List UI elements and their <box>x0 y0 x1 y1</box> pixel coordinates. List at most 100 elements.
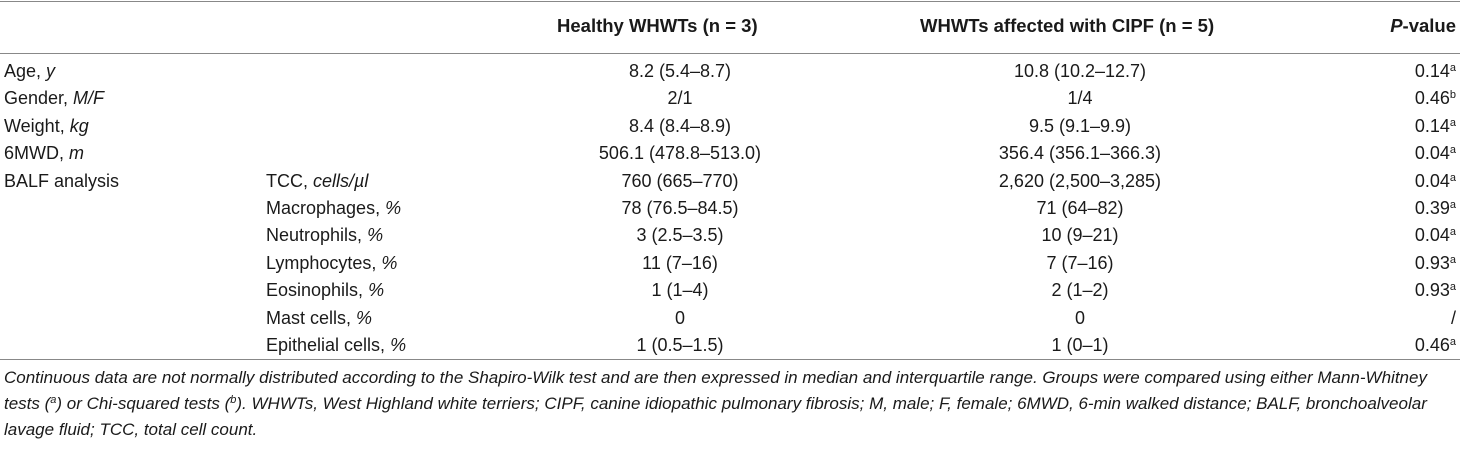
cell-cipf: 0 <box>870 305 1290 332</box>
cell-healthy-value: 506.1 (478.8–513.0) <box>598 143 762 164</box>
cell-healthy-value: 11 (7–16) <box>642 252 718 273</box>
row-sublabel-text: Epithelial cells, <box>266 334 391 355</box>
cell-cipf: 10.8 (10.2–12.7) <box>870 58 1290 85</box>
table-body: Age, y 8.2 (5.4–8.7) 10.8 (10.2–12.7) 0.14a… <box>0 58 1460 359</box>
row-sublabel-text: Neutrophils, <box>266 225 368 246</box>
header-rule <box>0 53 1460 54</box>
row-sublabel: TCC, cells/µl <box>266 168 368 195</box>
cell-pvalue: 0.46a <box>1415 332 1456 359</box>
row-sublabel-unit: % <box>381 252 398 273</box>
cell-cipf-value: 356.4 (356.1–366.3) <box>998 143 1162 164</box>
cell-cipf: 10 (9–21) <box>870 222 1290 249</box>
cell-pvalue: 0.14a <box>1415 58 1456 85</box>
row-sublabel: Macrophages, % <box>266 195 401 222</box>
cell-healthy: 760 (665–770) <box>490 168 870 195</box>
row-label-text: 6MWD, <box>4 143 69 164</box>
cell-healthy: 11 (7–16) <box>490 250 870 277</box>
cell-healthy-value: 1 (1–4) <box>651 280 709 301</box>
row-sublabel-unit: % <box>356 307 373 328</box>
cell-pvalue-value: 0.39 <box>1414 197 1450 218</box>
cell-cipf: 71 (64–82) <box>870 195 1290 222</box>
table-row: Neutrophils, % 3 (2.5–3.5) 10 (9–21) 0.04a <box>0 222 1460 249</box>
cell-healthy: 3 (2.5–3.5) <box>490 222 870 249</box>
cell-healthy-value: 8.2 (5.4–8.7) <box>628 61 732 81</box>
row-label-unit: y <box>46 61 56 81</box>
row-sublabel: Epithelial cells, % <box>266 332 406 359</box>
cell-pvalue-sup: a <box>1449 62 1456 74</box>
footnote-sup-a: a <box>50 394 57 406</box>
cell-pvalue-value: 0.04 <box>1414 170 1450 191</box>
cell-cipf: 1 (0–1) <box>870 332 1290 359</box>
cell-pvalue: 0.93a <box>1415 277 1456 304</box>
row-sublabel-text: Lymphocytes, <box>266 252 382 273</box>
cell-healthy-value: 2/1 <box>667 88 693 109</box>
row-sublabel-unit: % <box>367 225 384 246</box>
footnote-part1: Continuous data are not normally distrib… <box>4 368 1427 413</box>
cell-healthy-value: 78 (76.5–84.5) <box>621 197 739 218</box>
table-row: Macrophages, % 78 (76.5–84.5) 71 (64–82) 0.… <box>0 195 1460 222</box>
header-pvalue-rest: -value <box>1402 15 1456 36</box>
cell-pvalue-value: 0.93 <box>1414 280 1450 301</box>
table-row: Gender, M/F 2/1 1/4 0.46b <box>0 85 1460 112</box>
row-sublabel: Eosinophils, % <box>266 277 384 304</box>
row-label-text: Weight, <box>4 115 70 136</box>
cell-pvalue-value: 0.04 <box>1414 225 1450 246</box>
row-label: BALF analysis <box>4 168 119 195</box>
table-row: Weight, kg 8.4 (8.4–8.9) 9.5 (9.1–9.9) 0.14… <box>0 113 1460 140</box>
row-label-text: Age, <box>4 61 47 81</box>
row-sublabel-text: Mast cells, <box>266 307 357 328</box>
table-row: Mast cells, % 0 0 / <box>0 305 1460 332</box>
row-label: 6MWD, m <box>4 140 84 167</box>
cell-pvalue-sup: a <box>1449 281 1456 294</box>
table-row: 6MWD, m 506.1 (478.8–513.0) 356.4 (356.1–3… <box>0 140 1460 167</box>
row-label: Weight, kg <box>4 113 89 140</box>
footnote-sup-b: b <box>230 394 237 406</box>
header-cipf: WHWTs affected with CIPF (n = 5) <box>920 15 1215 36</box>
row-label-unit: M/F <box>73 88 105 109</box>
table-row: Lymphocytes, % 11 (7–16) 7 (7–16) 0.93a <box>0 250 1460 277</box>
cell-cipf: 1/4 <box>870 85 1290 112</box>
cell-pvalue-sup: a <box>1449 116 1456 129</box>
cell-cipf-value: 0 <box>1074 307 1085 328</box>
cell-pvalue-sup: a <box>1449 144 1456 157</box>
header-pvalue: P-value <box>1390 15 1456 37</box>
row-sublabel: Mast cells, % <box>266 305 372 332</box>
row-sublabel-text: Macrophages, <box>266 197 386 218</box>
cell-pvalue-sup: a <box>1449 253 1456 266</box>
table-row: Age, y 8.2 (5.4–8.7) 10.8 (10.2–12.7) 0.14a <box>0 58 1460 85</box>
cell-pvalue-sup: a <box>1449 198 1456 211</box>
row-label-text: BALF analysis <box>4 170 120 191</box>
cell-pvalue-sup: b <box>1449 89 1456 102</box>
row-sublabel-unit: % <box>368 280 385 301</box>
cell-pvalue-sup: a <box>1449 171 1456 184</box>
cell-cipf-value: 1 (0–1) <box>1051 334 1109 355</box>
row-sublabel-text: Eosinophils, <box>266 280 369 301</box>
cell-healthy-value: 0 <box>674 307 685 328</box>
cell-cipf-value: 71 (64–82) <box>1036 197 1124 218</box>
cell-pvalue: / <box>1451 305 1456 332</box>
cell-pvalue: 0.39a <box>1415 195 1456 222</box>
cell-pvalue: 0.46b <box>1415 85 1456 112</box>
cell-pvalue-value: 0.14 <box>1414 61 1450 81</box>
cell-pvalue-value: 0.46 <box>1414 334 1450 355</box>
row-sublabel-unit: cells/µl <box>313 170 369 191</box>
cell-pvalue-value: / <box>1450 307 1456 328</box>
cell-healthy: 2/1 <box>490 85 870 112</box>
table-row: Epithelial cells, % 1 (0.5–1.5) 1 (0–1) 0.4… <box>0 332 1460 359</box>
cell-cipf-value: 7 (7–16) <box>1046 252 1114 273</box>
cell-healthy: 1 (0.5–1.5) <box>490 332 870 359</box>
cell-pvalue-value: 0.14 <box>1414 115 1450 136</box>
cell-cipf: 7 (7–16) <box>870 250 1290 277</box>
table-header-row: Healthy WHWTs (n = 3) WHWTs affected wit… <box>0 0 1460 53</box>
cell-healthy: 78 (76.5–84.5) <box>490 195 870 222</box>
table-row: Eosinophils, % 1 (1–4) 2 (1–2) 0.93a <box>0 277 1460 304</box>
cell-healthy-value: 1 (0.5–1.5) <box>636 334 724 355</box>
cell-cipf-value: 2 (1–2) <box>1051 280 1109 301</box>
cell-pvalue-sup: a <box>1449 335 1456 348</box>
cell-cipf: 2,620 (2,500–3,285) <box>870 168 1290 195</box>
cell-pvalue: 0.14a <box>1415 113 1456 140</box>
cell-cipf-value: 1/4 <box>1067 88 1093 109</box>
cell-pvalue: 0.93a <box>1415 250 1456 277</box>
row-label-text: Gender, <box>4 88 74 109</box>
